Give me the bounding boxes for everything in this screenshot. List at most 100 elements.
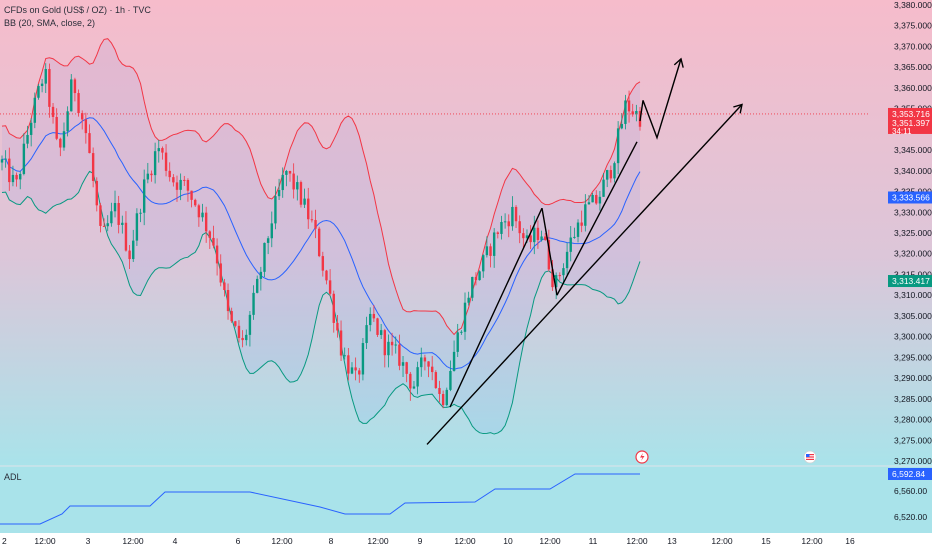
candle-body — [336, 322, 339, 331]
candle — [420, 347, 423, 377]
candle-body — [70, 79, 73, 112]
adl-line — [0, 473, 640, 525]
indicator-pane-background — [0, 466, 932, 533]
bb-lower-badge: 3,313.417 — [888, 275, 932, 288]
candle-body — [175, 182, 179, 190]
candle — [471, 276, 474, 302]
candle-body — [124, 222, 128, 251]
candle — [536, 220, 540, 249]
candle-body — [631, 111, 634, 115]
x-tick-label: 12:00 — [122, 536, 144, 546]
candle — [587, 195, 591, 205]
candle-body — [310, 219, 314, 221]
candle — [616, 121, 620, 175]
candle-body — [212, 237, 215, 246]
candle-body — [522, 233, 525, 239]
candle-body — [142, 179, 146, 213]
candle — [292, 163, 295, 199]
candle — [576, 219, 580, 243]
candle-body — [48, 68, 51, 107]
candle-body — [248, 314, 252, 335]
us-flag-event-icon[interactable] — [803, 450, 817, 464]
candle-body — [299, 182, 303, 205]
y-tick-label: 3,305.000 — [894, 311, 932, 321]
x-tick-label: 10 — [503, 536, 513, 546]
candle-body — [584, 204, 587, 226]
adl-indicator-label[interactable]: ADL — [4, 472, 22, 482]
candle — [124, 211, 128, 252]
candle — [350, 362, 354, 375]
projection-path — [639, 58, 682, 140]
candle — [321, 251, 325, 277]
candle — [19, 171, 22, 190]
candle-body — [438, 387, 441, 394]
candle — [194, 198, 197, 207]
x-tick-label: 6 — [236, 536, 241, 546]
candle-body — [533, 227, 536, 243]
candle — [627, 90, 631, 123]
candle — [70, 74, 73, 112]
candle — [314, 209, 317, 239]
candle — [62, 122, 66, 151]
candle-body — [26, 134, 29, 144]
x-tick-label: 9 — [418, 536, 423, 546]
adl-tick-label: 6,560.00 — [894, 486, 927, 496]
candle-body — [8, 158, 11, 183]
candle-body — [591, 194, 594, 203]
candle-body — [474, 276, 478, 281]
candle-body — [40, 83, 44, 87]
candle — [347, 347, 350, 381]
candle — [223, 278, 226, 297]
candle — [569, 225, 572, 262]
adl-tick-label: 6,520.00 — [894, 512, 927, 522]
candle-body — [514, 206, 518, 222]
candle-body — [602, 179, 605, 197]
candle-body — [223, 282, 226, 290]
bb-upper-line — [1, 38, 641, 336]
lightning-event-icon[interactable] — [635, 450, 649, 464]
candle-body — [77, 93, 80, 114]
candle-body — [0, 159, 4, 163]
candle — [317, 226, 321, 258]
candle-body — [172, 177, 175, 183]
bb-basis-badge: 3,333.566 — [888, 191, 932, 204]
candle-body — [215, 245, 219, 264]
candle — [529, 225, 532, 250]
candle-body — [73, 79, 77, 94]
candle — [95, 177, 98, 212]
y-tick-label: 3,270.000 — [894, 456, 932, 466]
candle — [307, 187, 310, 229]
candle — [186, 178, 190, 202]
candle — [164, 144, 168, 177]
candle-body — [354, 367, 357, 371]
candle-body — [482, 255, 485, 272]
x-tick-label: 16 — [845, 536, 855, 546]
candle — [288, 170, 292, 182]
candle-body — [489, 246, 492, 256]
candle-body — [234, 321, 237, 326]
y-tick-label: 3,345.000 — [894, 145, 932, 155]
candle-body — [146, 173, 150, 180]
candle-body — [81, 113, 84, 120]
candle-body — [507, 221, 510, 227]
y-tick-label: 3,380.000 — [894, 0, 932, 10]
candle — [511, 196, 514, 231]
candle-body — [325, 270, 328, 281]
x-tick-label: 11 — [589, 536, 598, 546]
candle — [369, 307, 372, 332]
candle-body — [452, 351, 456, 371]
candle-body — [394, 344, 397, 346]
bb-lower-badge-bg — [888, 275, 932, 288]
x-tick-label: 15 — [761, 536, 771, 546]
candle-body — [292, 173, 295, 190]
candle — [387, 334, 390, 368]
y-tick-label: 3,315.000 — [894, 269, 932, 279]
candle-body — [624, 100, 627, 124]
candle-body — [536, 227, 540, 240]
candle-body — [201, 212, 204, 218]
candle-body — [379, 330, 383, 335]
candle-body — [328, 280, 332, 294]
symbol-title[interactable]: CFDs on Gold (US$ / OZ) · 1h · TVC — [4, 5, 151, 15]
bb-indicator-label[interactable]: BB (20, SMA, close, 2) — [4, 18, 96, 28]
